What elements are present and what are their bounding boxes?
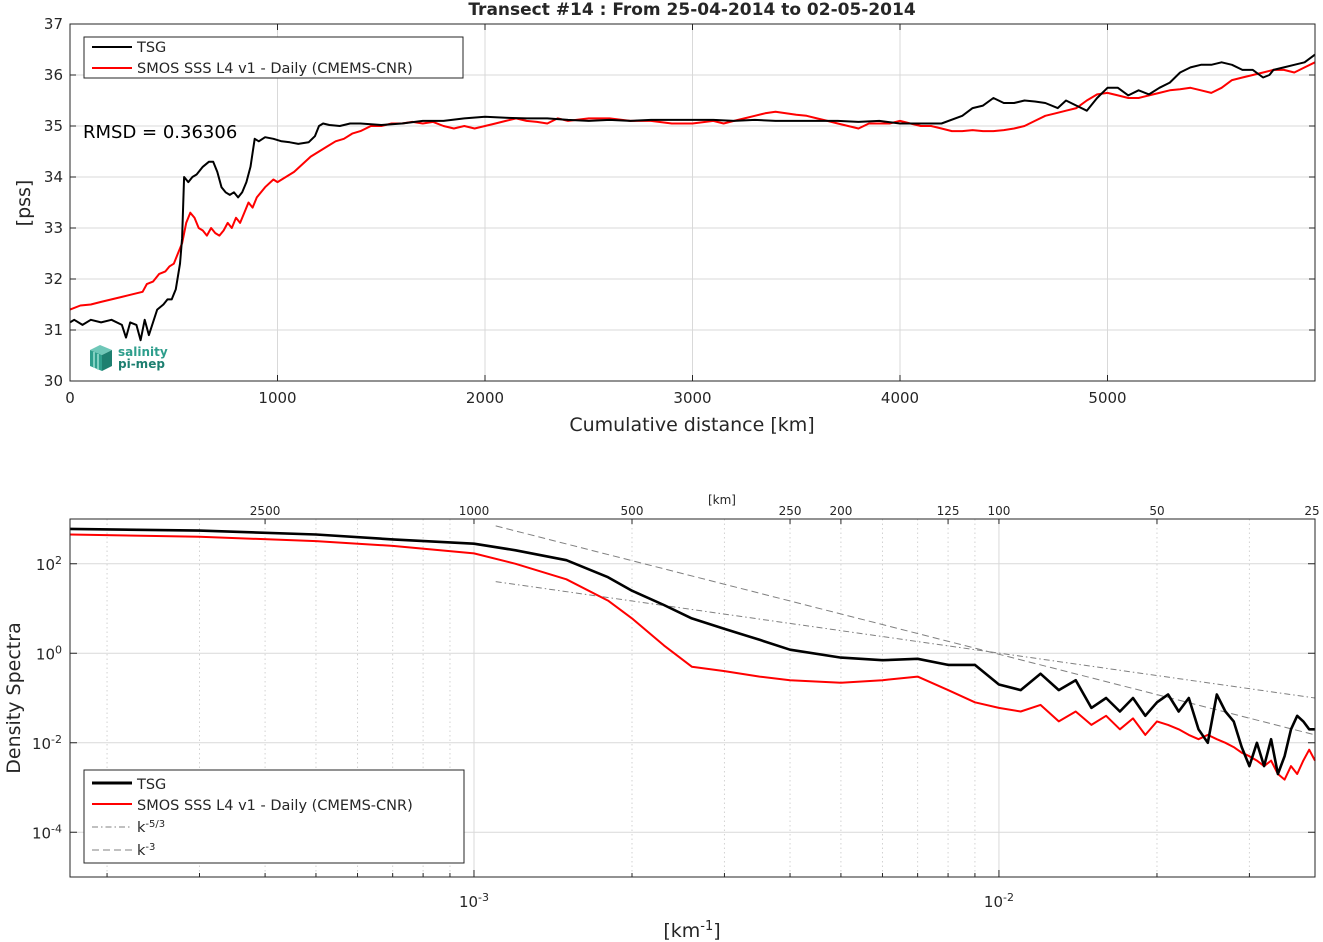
top-km-tick-label: 50 bbox=[1149, 504, 1164, 518]
top-y-tick-label: 33 bbox=[44, 219, 63, 237]
bottom-series-lines bbox=[69, 525, 1316, 781]
top-km-tick-label: 500 bbox=[621, 504, 644, 518]
top-x-tick-label: 1000 bbox=[258, 389, 296, 407]
bottom-y-tick-label: 100 bbox=[36, 643, 62, 664]
top-y-tick-label: 32 bbox=[44, 270, 63, 288]
top-x-tick-label: 4000 bbox=[881, 389, 919, 407]
top-series-tsg-line bbox=[69, 53, 1316, 342]
chart-title: Transect #14 : From 25-04-2014 to 02-05-… bbox=[468, 0, 916, 20]
bottom-grid bbox=[70, 519, 1315, 877]
logo-line-1: salinity bbox=[118, 345, 168, 359]
top-axis-ticks: 0 1000 2000 3000 4000 5000 30 31 32 33 34 35 36 37 bbox=[44, 15, 1315, 407]
bottom-legend-label-tsg: TSG bbox=[136, 777, 166, 793]
top-y-tick-label: 31 bbox=[44, 321, 63, 339]
top-y-tick-label: 36 bbox=[44, 66, 63, 84]
density-spectra-chart: 102 100 10-2 10-4 10-3 10-2 2500 1000 500 250 200 1… bbox=[3, 493, 1320, 942]
bottom-series-tsg-line bbox=[69, 527, 1315, 776]
top-axis-unit-label: [km] bbox=[708, 493, 736, 507]
top-km-tick-label: 250 bbox=[779, 504, 802, 518]
top-y-tick-label: 35 bbox=[44, 117, 63, 135]
top-x-tick-label: 3000 bbox=[673, 389, 711, 407]
bottom-x-axis-label: [km-1] bbox=[663, 919, 720, 942]
bottom-x-tick-label: 10-3 bbox=[459, 891, 489, 912]
top-legend: TSG SMOS SSS L4 v1 - Daily (CMEMS-CNR) bbox=[83, 36, 464, 79]
top-km-tick-label: 1000 bbox=[459, 504, 490, 518]
top-x-axis-label: Cumulative distance [km] bbox=[569, 414, 814, 436]
top-km-tick-label: 2500 bbox=[250, 504, 281, 518]
bottom-legend: TSG SMOS SSS L4 v1 - Daily (CMEMS-CNR) k… bbox=[83, 769, 465, 864]
top-legend-label-smos: SMOS SSS L4 v1 - Daily (CMEMS-CNR) bbox=[137, 61, 413, 77]
bottom-legend-box bbox=[83, 769, 465, 864]
top-x-tick-label: 2000 bbox=[466, 389, 504, 407]
bottom-y-tick-label: 102 bbox=[36, 553, 62, 574]
bottom-series-k3-line bbox=[495, 525, 1316, 736]
logo-line-2: pi-mep bbox=[118, 357, 165, 371]
top-km-tick-label: 100 bbox=[987, 504, 1010, 518]
top-km-tick-label: 200 bbox=[829, 504, 852, 518]
top-series-lines bbox=[69, 53, 1316, 342]
bottom-x-tick-label: 10-2 bbox=[984, 891, 1014, 912]
top-legend-label-tsg: TSG bbox=[136, 40, 166, 56]
bottom-legend-label-smos: SMOS SSS L4 v1 - Daily (CMEMS-CNR) bbox=[137, 798, 413, 814]
rmsd-annotation: RMSD = 0.36306 bbox=[83, 122, 237, 143]
bottom-y-axis-label: Density Spectra bbox=[3, 622, 25, 773]
top-km-tick-label: 125 bbox=[937, 504, 960, 518]
top-km-tick-label: 25 bbox=[1304, 504, 1319, 518]
top-legend-box bbox=[83, 36, 464, 79]
top-y-tick-label: 37 bbox=[44, 15, 63, 33]
bottom-y-tick-label: 10-2 bbox=[32, 732, 62, 753]
top-y-axis-label: [pss] bbox=[13, 180, 35, 227]
bottom-plot-frame bbox=[69, 518, 1316, 878]
top-x-tick-label: 5000 bbox=[1088, 389, 1126, 407]
top-y-tick-label: 34 bbox=[44, 168, 63, 186]
logo-cube-icon bbox=[90, 345, 112, 371]
bottom-y-tick-label: 10-4 bbox=[32, 822, 62, 843]
top-y-tick-label: 30 bbox=[44, 372, 63, 390]
top-x-tick-label: 0 bbox=[65, 389, 75, 407]
salinity-pi-mep-logo: salinity pi-mep bbox=[90, 345, 168, 371]
bottom-series-k53-line bbox=[495, 581, 1316, 699]
salinity-transect-chart: Transect #14 : From 25-04-2014 to 02-05-… bbox=[13, 0, 1316, 436]
